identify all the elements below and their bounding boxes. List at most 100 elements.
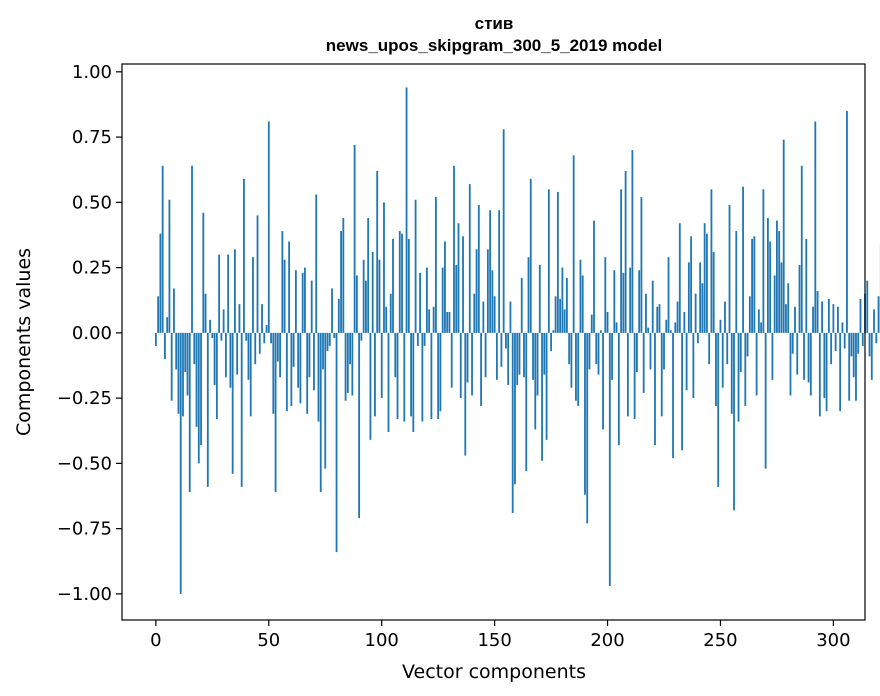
bar-269	[762, 189, 765, 333]
bar-104	[389, 293, 392, 333]
bar-185	[572, 155, 575, 333]
y-tick-label: −0.50	[57, 453, 112, 474]
bar-59	[288, 241, 291, 333]
bar-240	[696, 332, 699, 344]
bar-138	[466, 332, 469, 383]
bar-31	[224, 332, 227, 378]
bar-109	[401, 233, 403, 333]
bar-26	[213, 332, 216, 386]
bar-270	[764, 332, 767, 469]
bar-18	[195, 332, 198, 427]
bar-276	[778, 231, 781, 333]
bar-201	[608, 332, 611, 587]
bar-312	[859, 298, 862, 333]
bar-164	[525, 332, 528, 472]
bar-100	[380, 332, 383, 399]
bar-255	[730, 332, 733, 414]
bar-238	[692, 332, 695, 399]
bar-124	[435, 197, 437, 333]
y-tick-label: 1.00	[72, 62, 112, 83]
bar-277	[780, 262, 783, 333]
bar-70	[313, 332, 315, 391]
bar-219	[649, 332, 652, 370]
bar-285	[798, 265, 801, 333]
bar-223	[658, 304, 661, 333]
bar-177	[554, 296, 557, 333]
bar-287	[803, 332, 805, 380]
bar-170	[538, 265, 541, 333]
bar-131	[450, 332, 453, 388]
bar-15	[188, 332, 191, 493]
bar-6	[168, 199, 171, 333]
bar-146	[484, 332, 487, 378]
bar-80	[335, 332, 338, 553]
bar-118	[421, 332, 424, 422]
y-tick-label: −1.00	[57, 584, 112, 605]
bar-190	[584, 332, 586, 495]
bar-180	[561, 267, 564, 333]
bar-304	[841, 322, 844, 333]
x-axis-label: Vector components	[402, 661, 586, 683]
bar-86	[349, 332, 351, 365]
bar-21	[202, 212, 205, 333]
bar-148	[489, 210, 492, 333]
bar-289	[807, 332, 810, 383]
y-tick-label: −0.75	[57, 519, 112, 540]
bar-30	[222, 309, 225, 333]
bar-142	[475, 249, 478, 333]
bar-292	[814, 121, 817, 333]
bar-35	[234, 249, 236, 333]
bar-162	[520, 278, 523, 333]
bar-159	[514, 332, 516, 485]
bar-307	[848, 332, 851, 401]
bar-29	[220, 332, 223, 341]
bar-182	[565, 278, 568, 333]
bar-139	[468, 184, 471, 333]
bar-214	[638, 270, 641, 333]
bar-88	[353, 144, 356, 333]
bar-283	[794, 306, 796, 333]
bar-25	[211, 332, 214, 339]
bar-53	[274, 332, 277, 493]
bar-83	[342, 218, 345, 333]
bar-313	[861, 332, 864, 346]
bar-56	[281, 231, 284, 333]
bar-309	[852, 332, 855, 378]
bar-281	[789, 332, 792, 396]
bar-72	[317, 332, 320, 422]
bar-188	[579, 259, 582, 333]
y-tick-label: 0.50	[72, 192, 112, 213]
bar-11	[179, 332, 182, 594]
bar-211	[631, 150, 634, 333]
bar-132	[453, 165, 455, 333]
bar-189	[581, 275, 584, 333]
bar-143	[477, 204, 480, 333]
bar-42	[249, 332, 252, 417]
bar-215	[640, 197, 643, 333]
bar-8	[173, 288, 175, 333]
bar-92	[362, 259, 365, 333]
bar-27	[215, 332, 218, 419]
bar-254	[728, 204, 731, 333]
bar-89	[355, 275, 358, 333]
bar-216	[642, 332, 645, 393]
bar-140	[471, 332, 473, 396]
bar-249	[717, 332, 720, 487]
bar-106	[394, 332, 397, 378]
bar-306	[846, 110, 848, 333]
bar-236	[687, 262, 690, 333]
bar-28	[218, 254, 221, 333]
bar-95	[369, 332, 372, 440]
bar-137	[464, 332, 467, 456]
bar-129	[446, 311, 449, 333]
bar-273	[771, 332, 774, 380]
bar-73	[319, 332, 322, 493]
bar-5	[166, 317, 169, 333]
bar-262	[746, 332, 749, 357]
bar-301	[834, 332, 837, 352]
bar-153	[500, 332, 503, 367]
bar-227	[667, 257, 670, 333]
bar-119	[423, 332, 426, 346]
y-tick-label: 0.75	[72, 127, 112, 148]
bar-91	[360, 332, 363, 341]
